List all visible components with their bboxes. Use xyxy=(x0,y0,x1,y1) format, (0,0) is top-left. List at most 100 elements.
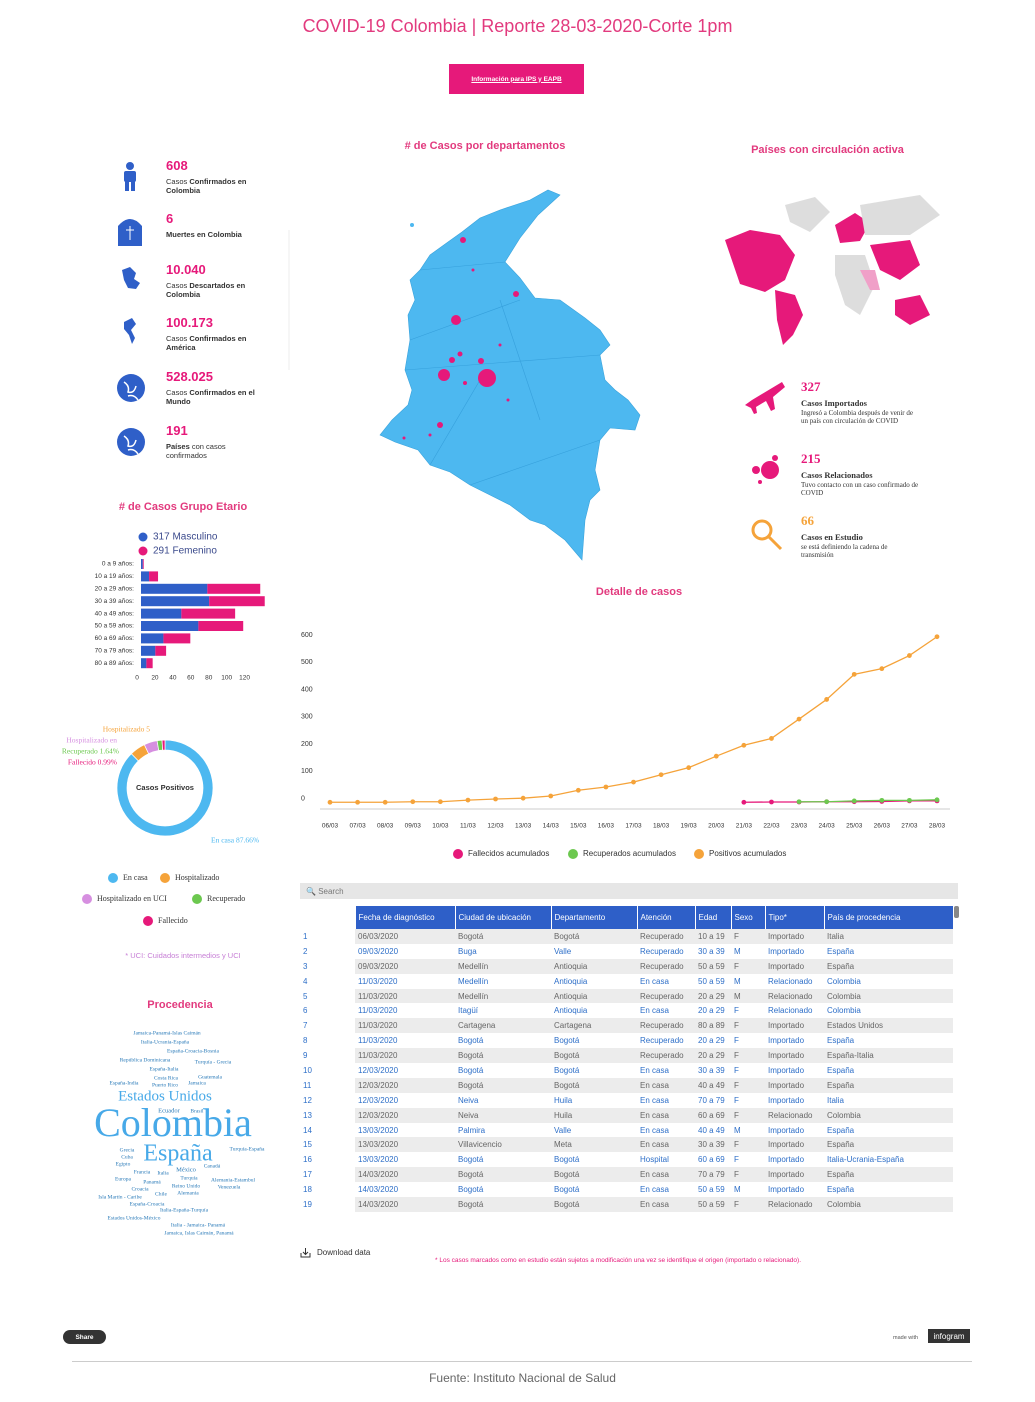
case-type: 215 Casos Relacionados Tuvo contacto con u… xyxy=(801,451,921,497)
legend-swatch xyxy=(108,873,118,883)
legend-label: Fallecidos acumulados xyxy=(468,849,549,858)
table-row: 6 11/03/2020 Itagüí Antioquia En casa 20 a 29… xyxy=(300,1003,953,1018)
table-cell: 40 a 49 xyxy=(698,1125,725,1135)
table-cell: Neiva xyxy=(458,1095,479,1105)
table-cell: 5 xyxy=(303,991,308,1001)
data-point xyxy=(934,797,940,803)
table-row: 13 12/03/2020 Neiva Huila En casa 60 a 69 F Rel… xyxy=(300,1107,953,1123)
data-point xyxy=(796,799,802,805)
table-cell: Recuperado xyxy=(637,1018,695,1034)
case-type-value: 66 xyxy=(801,513,814,528)
y-tick-label: 0 xyxy=(301,795,305,802)
table-cell: 6 xyxy=(303,1006,308,1016)
table-cell: Colombia xyxy=(824,988,953,1004)
table-cell: 13/03/2020 xyxy=(358,1155,399,1165)
table-row: 12 12/03/2020 Neiva Huila En casa 70 a 79 F Imp… xyxy=(300,1093,953,1108)
table-cell: Medellín xyxy=(455,988,551,1004)
table-cell: Importado xyxy=(768,1185,805,1195)
table-cell: M xyxy=(734,1185,741,1195)
word: Francia xyxy=(134,1169,151,1175)
x-tick-label: 23/03 xyxy=(791,823,808,830)
table-row: 10 12/03/2020 Bogotá Bogotá En casa 30 a 39 F I… xyxy=(300,1063,953,1078)
word: España-Croacia xyxy=(130,1201,165,1207)
table-cell: Buga xyxy=(458,946,477,956)
table-cell: Colombia xyxy=(824,1107,953,1123)
table-cell: En casa xyxy=(637,1137,695,1153)
table-cell: Medellín xyxy=(458,976,489,986)
data-point xyxy=(907,797,912,803)
word: Turquía-España xyxy=(230,1146,265,1152)
table-row: 16 13/03/2020 Bogotá Bogotá Hospital 60 a 69 F… xyxy=(300,1152,953,1167)
table-cell: Palmira xyxy=(458,1125,486,1135)
x-tick-label: 27/03 xyxy=(901,823,918,830)
data-point xyxy=(437,799,443,805)
legend-label: Fallecido xyxy=(158,916,188,925)
legend-swatch xyxy=(192,894,202,904)
word: Isla Martín - Caribe xyxy=(98,1194,142,1200)
data-point xyxy=(879,797,885,803)
data-point xyxy=(382,799,388,805)
table-cell: Italia-Ucrania-España xyxy=(827,1155,904,1165)
word: México xyxy=(176,1166,196,1173)
word: España-Italia xyxy=(149,1066,179,1072)
table-cell: F xyxy=(734,1006,739,1016)
word: Alemania xyxy=(177,1190,199,1196)
data-point xyxy=(713,753,719,759)
data-point xyxy=(548,793,554,799)
bar-segment xyxy=(141,559,143,569)
case-type: 327 Casos Importados Ingresó a Colombia de… xyxy=(801,379,921,425)
y-tick-label: 300 xyxy=(301,714,313,721)
legend-swatch xyxy=(453,849,463,859)
table-cell: Bogotá xyxy=(455,1048,551,1064)
legend-swatch xyxy=(138,532,148,542)
table-container: Fecha de diagnóstico Ciudad de ubicación D… xyxy=(300,906,960,1241)
table-cell: F xyxy=(731,1197,765,1212)
table-cell: Italia xyxy=(827,1095,844,1105)
x-tick-label: 14/03 xyxy=(543,823,560,830)
info-button[interactable]: Información para IPS y EAPB xyxy=(449,64,584,94)
table-cell: Bogotá xyxy=(458,1185,484,1195)
stat-label-bold: Confirmados en América xyxy=(166,334,247,352)
download-label: Download data xyxy=(317,1248,371,1257)
table-row: 3 09/03/2020 Medellín Antioquia Recuperado 50… xyxy=(300,958,953,974)
data-point xyxy=(327,799,333,805)
stat: 608 Casos Confirmados en Colombia xyxy=(166,158,266,195)
data-label: En casa 87.66% xyxy=(211,836,259,845)
table-cell: 06/03/2020 xyxy=(355,929,455,944)
table-row: 1 06/03/2020 Bogotá Bogotá Recuperado 10 a 19… xyxy=(300,929,953,944)
table-cell: 15 xyxy=(303,1140,312,1150)
table-cell: Cartagena xyxy=(551,1018,637,1034)
y-tick-label: 40 a 49 años: xyxy=(95,610,135,617)
word: Turquía xyxy=(180,1175,198,1181)
x-tick-label: 09/03 xyxy=(405,823,422,830)
word: España-Croacia-Bosnia xyxy=(167,1048,219,1054)
share-button[interactable]: Share xyxy=(63,1330,106,1344)
word: Italia xyxy=(157,1170,169,1176)
bar-segment xyxy=(163,633,191,644)
brand-logo[interactable]: infogram xyxy=(928,1329,970,1343)
table-row: 9 11/03/2020 Bogotá Bogotá Recuperado 20 a 29… xyxy=(300,1048,953,1064)
word: España-India xyxy=(109,1080,139,1086)
stat-value: 191 xyxy=(166,423,188,438)
table-cell: En casa xyxy=(640,1185,669,1195)
word: Jamaica, Islas Caimán, Panamá xyxy=(164,1230,234,1236)
header-cell: Departamento xyxy=(551,906,638,929)
table-cell: 30 a 39 xyxy=(695,1137,731,1153)
table-cell: Huila xyxy=(554,1095,573,1105)
data-point xyxy=(658,772,664,778)
table-cell: En casa xyxy=(640,976,669,986)
download-link[interactable]: Download data xyxy=(300,1247,370,1258)
table-cell: España xyxy=(824,1077,953,1093)
stat-label-bold: Confirmados en Colombia xyxy=(166,177,247,195)
search-box[interactable]: 🔍 Search xyxy=(300,883,958,899)
word: Guatemala xyxy=(198,1074,222,1080)
x-tick-label: 20/03 xyxy=(708,823,725,830)
table-cell: 20 a 29 xyxy=(695,1048,731,1064)
table-cell: M xyxy=(734,976,741,986)
stat-label: Países con casos confirmados xyxy=(166,442,266,460)
bar-segment xyxy=(141,621,199,631)
stat-icons xyxy=(117,162,145,456)
scrollbar[interactable] xyxy=(954,906,959,918)
table-head: Fecha de diagnóstico Ciudad de ubicación D… xyxy=(300,906,954,929)
bar-segment xyxy=(155,645,167,656)
